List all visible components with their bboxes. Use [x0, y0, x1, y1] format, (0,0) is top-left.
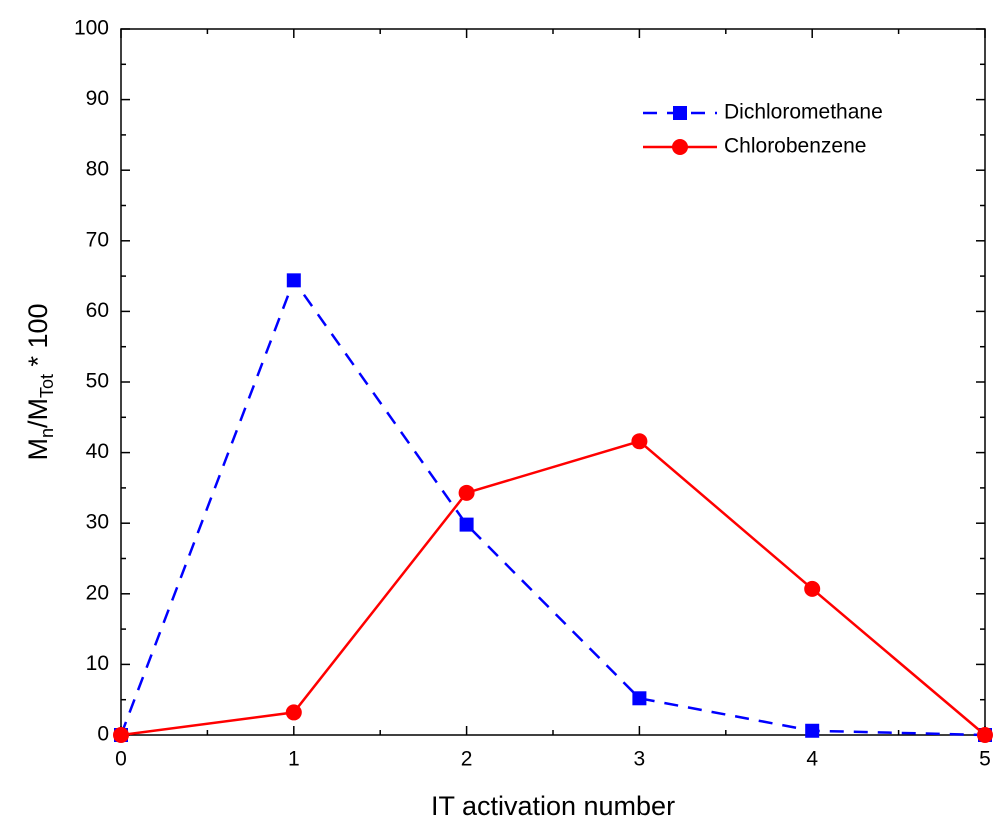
- y-axis-label-part: M: [23, 438, 53, 461]
- data-point: [977, 727, 993, 743]
- y-tick-label: 70: [86, 228, 109, 251]
- y-axis-label: Mn/MTot * 100: [23, 303, 57, 460]
- y-tick-label: 50: [86, 370, 109, 393]
- data-point: [632, 691, 647, 706]
- y-tick-label: 20: [86, 581, 109, 604]
- data-point: [805, 723, 820, 738]
- legend-marker: [672, 139, 688, 155]
- legend-label: Dichloromethane: [724, 101, 883, 124]
- y-axis-label-subscript: n: [37, 428, 57, 438]
- data-point: [804, 580, 821, 597]
- y-tick-label: 80: [86, 158, 109, 181]
- data-point: [458, 484, 475, 501]
- legend-label: Chlorobenzene: [724, 135, 866, 158]
- data-point: [631, 433, 648, 450]
- x-tick-label: 3: [634, 748, 646, 771]
- data-point: [286, 273, 301, 288]
- data-point: [459, 517, 474, 532]
- x-tick-label: 4: [806, 748, 818, 771]
- y-axis-label-subscript: Tot: [37, 374, 57, 398]
- y-tick-label: 0: [97, 723, 109, 746]
- x-tick-label: 1: [288, 748, 300, 771]
- y-tick-label: 10: [86, 652, 109, 675]
- y-axis-label-part: /M: [23, 398, 53, 428]
- data-point: [285, 704, 302, 721]
- y-tick-label: 100: [74, 17, 109, 40]
- y-tick-label: 40: [86, 440, 109, 463]
- x-tick-label: 0: [115, 748, 127, 771]
- y-tick-label: 30: [86, 511, 109, 534]
- y-axis-label-part: * 100: [23, 303, 53, 374]
- data-point: [113, 727, 129, 743]
- legend-marker: [673, 106, 687, 120]
- series-line: [119, 277, 986, 737]
- x-tick-label: 5: [979, 748, 991, 771]
- x-axis-label: IT activation number: [431, 791, 675, 821]
- y-tick-label: 90: [86, 87, 109, 110]
- x-tick-label: 2: [461, 748, 473, 771]
- y-tick-label: 60: [86, 299, 109, 322]
- series-line: [120, 439, 986, 737]
